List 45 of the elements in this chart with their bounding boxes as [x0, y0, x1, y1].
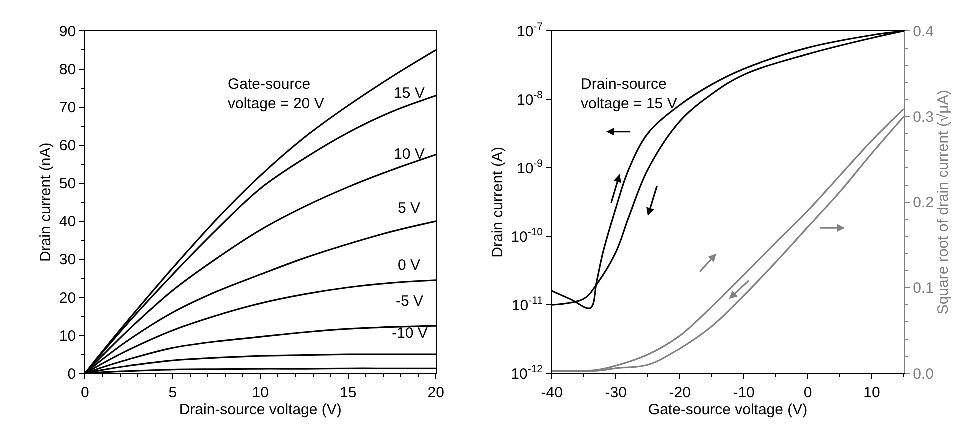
y-axis-title: Drain current (A): [489, 146, 506, 258]
y2-axis-title: Square root of drain current (√μA): [934, 90, 952, 315]
y-tick-label: 10$^{-11}$: [512, 295, 544, 314]
y-tick-label: 40: [59, 214, 76, 231]
y-tick-label: 20: [59, 290, 76, 307]
annotation: 15 V: [394, 85, 425, 102]
x-tick-label: -30: [605, 384, 627, 402]
x-tick-label: -20: [669, 384, 691, 402]
x-tick-label: -40: [541, 384, 563, 402]
y-tick-label: 10$^{-7}$: [516, 21, 544, 40]
x-tick-label: 20: [428, 384, 444, 402]
x-axis-title: Gate-source voltage (V): [648, 402, 808, 419]
annotation: 0 V: [398, 257, 421, 274]
y-tick-label: 70: [59, 100, 76, 117]
y2-tick-label: 0.2: [913, 194, 934, 212]
y-axis-title: Drain current (nA): [38, 142, 55, 262]
annotation: -5 V: [396, 293, 424, 310]
y2-tick-label: 0.1: [913, 280, 934, 298]
x-tick-label: 5: [168, 384, 178, 402]
y-tick-label: 10$^{-9}$: [516, 158, 544, 178]
annotation: Gate-source voltage = 20 V: [228, 76, 324, 112]
x-tick-label: 10: [864, 384, 880, 402]
y2-tick-label: 0.0: [913, 366, 934, 383]
annotation: -10 V: [392, 325, 428, 342]
annotation: Drain-source voltage = 15 V: [581, 76, 678, 112]
annotation: 10 V: [394, 146, 425, 163]
y-tick-label: 80: [59, 62, 76, 79]
y2-tick-label: 0.3: [913, 109, 934, 126]
x-tick-label: 0: [804, 384, 812, 402]
x-axis-title: Drain-source voltage (V): [179, 402, 342, 419]
y-tick-label: 10$^{-10}$: [511, 226, 544, 246]
y-tick-label: 10$^{-12}$: [511, 364, 544, 383]
y-tick-label: 10$^{-8}$: [516, 90, 544, 109]
y-tick-label: 90: [59, 23, 76, 40]
y-tick-label: 0: [68, 366, 76, 383]
x-tick-label: 15: [340, 384, 357, 402]
annotation: 5 V: [398, 200, 421, 217]
y-tick-label: 30: [59, 252, 76, 269]
y-tick-label: 60: [59, 138, 76, 155]
x-tick-label: 0: [81, 384, 90, 402]
x-tick-label: -10: [733, 384, 755, 402]
y-tick-label: 10: [59, 328, 76, 345]
y-tick-label: 50: [59, 176, 76, 193]
y2-tick-label: 0.4: [913, 23, 934, 40]
x-tick-label: 10: [252, 384, 269, 402]
